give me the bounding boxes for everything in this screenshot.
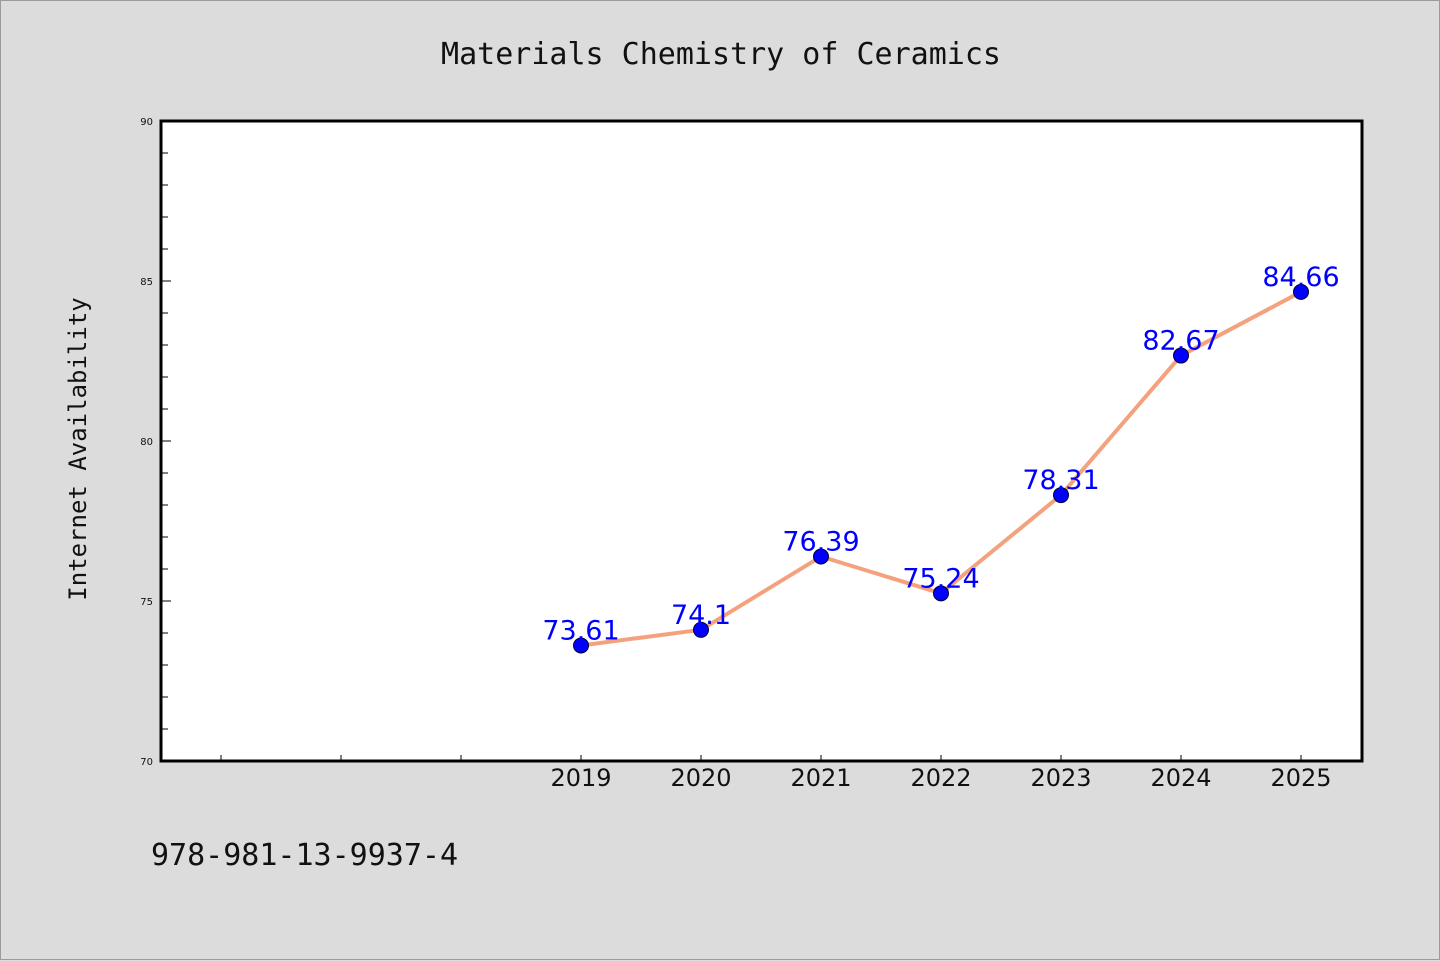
x-tick-label: 2023 [1030, 764, 1091, 792]
series-layer: 73.61 74.1 76.39 75.24 78.31 82.67 84.66 [542, 262, 1340, 654]
data-label: 76.39 [782, 527, 859, 558]
data-label: 74.1 [671, 600, 731, 631]
x-tick-label: 2022 [910, 764, 971, 792]
data-point-marker [573, 637, 589, 654]
x-tick-label: 2019 [550, 764, 611, 792]
plot-area [159, 119, 1364, 763]
y-tick-label: 80 [140, 437, 153, 448]
y-tick-label: 85 [140, 277, 153, 288]
data-label: 84.66 [1262, 262, 1339, 293]
y-axis: 70 75 80 85 90 [140, 117, 171, 768]
data-label: 75.24 [902, 563, 979, 594]
data-point-marker [1053, 487, 1069, 504]
y-tick-label: 90 [140, 117, 153, 128]
data-point-marker [1173, 347, 1189, 364]
y-tick-label: 75 [140, 597, 153, 608]
data-point-marker [693, 621, 709, 638]
footer-id: 978-981-13-9937-4 [151, 838, 458, 873]
data-point-marker [813, 548, 829, 565]
data-label: 82.67 [1142, 326, 1219, 357]
data-point-marker [933, 585, 949, 602]
y-tick-label: 70 [140, 757, 153, 768]
chart-title: Materials Chemistry of Ceramics [441, 37, 1001, 72]
data-label: 73.61 [542, 615, 619, 646]
x-axis: 2019 2020 2021 2022 2023 2024 2025 [220, 755, 1332, 792]
data-label: 78.31 [1022, 465, 1099, 496]
data-point-marker [1293, 283, 1309, 300]
x-tick-label: 2021 [790, 764, 851, 792]
x-tick-label: 2020 [670, 764, 731, 792]
x-tick-label: 2025 [1270, 764, 1331, 792]
x-tick-label: 2024 [1150, 764, 1211, 792]
y-axis-label: Internet Availability [64, 297, 92, 600]
